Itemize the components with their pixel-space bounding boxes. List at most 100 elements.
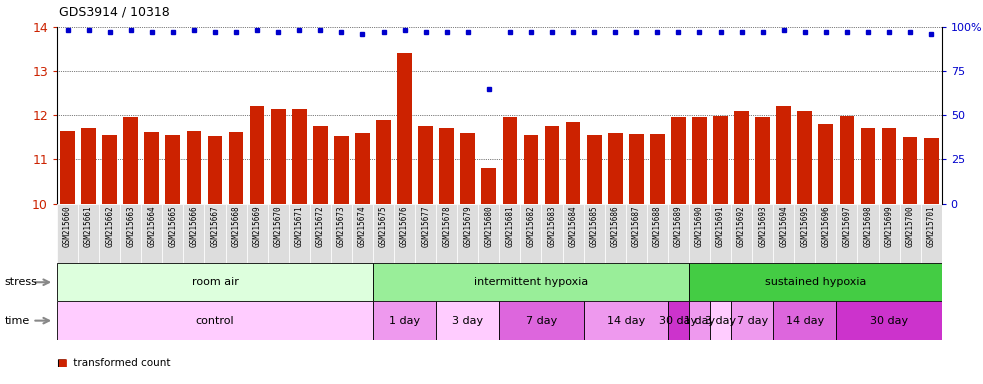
FancyBboxPatch shape	[647, 204, 667, 263]
FancyBboxPatch shape	[626, 204, 647, 263]
Text: GSM215696: GSM215696	[822, 205, 831, 247]
FancyBboxPatch shape	[225, 204, 247, 263]
FancyBboxPatch shape	[520, 204, 542, 263]
Bar	[587, 135, 602, 204]
Bar	[924, 138, 939, 204]
FancyBboxPatch shape	[78, 204, 99, 263]
FancyBboxPatch shape	[373, 301, 436, 340]
FancyBboxPatch shape	[584, 301, 667, 340]
Text: GSM215682: GSM215682	[527, 205, 536, 247]
FancyBboxPatch shape	[162, 204, 184, 263]
Text: GSM215674: GSM215674	[358, 205, 367, 247]
Text: GSM215686: GSM215686	[610, 205, 619, 247]
FancyBboxPatch shape	[352, 204, 373, 263]
Text: GDS3914 / 10318: GDS3914 / 10318	[59, 6, 170, 19]
Text: GSM215700: GSM215700	[905, 205, 914, 247]
Bar	[207, 136, 222, 204]
FancyBboxPatch shape	[99, 204, 120, 263]
FancyBboxPatch shape	[879, 204, 899, 263]
FancyBboxPatch shape	[857, 204, 879, 263]
Text: GSM215667: GSM215667	[210, 205, 219, 247]
FancyBboxPatch shape	[542, 204, 562, 263]
Text: GSM215694: GSM215694	[780, 205, 788, 247]
Text: GSM215668: GSM215668	[232, 205, 241, 247]
Text: GSM215688: GSM215688	[653, 205, 662, 247]
Text: GSM215673: GSM215673	[337, 205, 346, 247]
FancyBboxPatch shape	[774, 301, 837, 340]
FancyBboxPatch shape	[415, 204, 436, 263]
Bar	[629, 134, 644, 204]
FancyBboxPatch shape	[667, 301, 689, 340]
FancyBboxPatch shape	[457, 204, 479, 263]
FancyBboxPatch shape	[837, 204, 857, 263]
Bar	[376, 120, 391, 204]
Bar	[187, 131, 202, 204]
Text: GSM215663: GSM215663	[126, 205, 136, 247]
Bar	[650, 134, 665, 204]
Text: time: time	[5, 316, 30, 326]
FancyBboxPatch shape	[499, 301, 584, 340]
Bar	[839, 116, 854, 204]
Bar	[819, 124, 834, 204]
Bar	[607, 133, 622, 204]
Bar	[82, 128, 96, 204]
FancyBboxPatch shape	[731, 301, 774, 340]
Bar	[545, 126, 559, 204]
Bar	[397, 53, 412, 204]
Text: 30 day: 30 day	[870, 316, 908, 326]
FancyBboxPatch shape	[605, 204, 626, 263]
Text: sustained hypoxia: sustained hypoxia	[765, 277, 866, 287]
FancyBboxPatch shape	[710, 301, 731, 340]
FancyBboxPatch shape	[331, 204, 352, 263]
FancyBboxPatch shape	[204, 204, 225, 263]
FancyBboxPatch shape	[310, 204, 331, 263]
Bar	[797, 111, 812, 204]
Bar	[882, 127, 896, 204]
Bar	[755, 118, 770, 204]
FancyBboxPatch shape	[120, 204, 142, 263]
FancyBboxPatch shape	[373, 204, 394, 263]
FancyBboxPatch shape	[837, 301, 942, 340]
Text: GSM215698: GSM215698	[863, 205, 873, 247]
FancyBboxPatch shape	[436, 301, 499, 340]
Text: GSM215695: GSM215695	[800, 205, 809, 247]
Bar	[313, 126, 327, 204]
Text: GSM215664: GSM215664	[147, 205, 156, 247]
Text: GSM215692: GSM215692	[737, 205, 746, 247]
FancyBboxPatch shape	[689, 204, 710, 263]
Text: ■  transformed count: ■ transformed count	[57, 358, 170, 368]
Bar	[334, 136, 349, 204]
Text: GSM215666: GSM215666	[190, 205, 199, 247]
Text: 3 day: 3 day	[452, 316, 484, 326]
Text: GSM215685: GSM215685	[590, 205, 599, 247]
FancyBboxPatch shape	[394, 204, 415, 263]
FancyBboxPatch shape	[479, 204, 499, 263]
FancyBboxPatch shape	[184, 204, 204, 263]
FancyBboxPatch shape	[57, 263, 373, 301]
FancyBboxPatch shape	[267, 204, 289, 263]
Text: GSM215681: GSM215681	[505, 205, 514, 247]
FancyBboxPatch shape	[815, 204, 837, 263]
Text: 30 day: 30 day	[660, 316, 698, 326]
Bar	[229, 132, 244, 204]
Text: GSM215675: GSM215675	[379, 205, 388, 247]
Text: 7 day: 7 day	[736, 316, 768, 326]
FancyBboxPatch shape	[142, 204, 162, 263]
Text: GSM215677: GSM215677	[421, 205, 431, 247]
Bar	[482, 168, 496, 204]
Bar	[418, 126, 433, 204]
Bar	[355, 133, 370, 204]
Bar	[102, 135, 117, 204]
Text: intermittent hypoxia: intermittent hypoxia	[474, 277, 588, 287]
Text: ■: ■	[57, 358, 67, 368]
Text: GSM215665: GSM215665	[168, 205, 177, 247]
Text: GSM215693: GSM215693	[758, 205, 767, 247]
Text: GSM215662: GSM215662	[105, 205, 114, 247]
Text: 1 day: 1 day	[684, 316, 715, 326]
FancyBboxPatch shape	[562, 204, 584, 263]
Bar	[165, 135, 180, 204]
FancyBboxPatch shape	[57, 301, 373, 340]
Text: GSM215679: GSM215679	[463, 205, 472, 247]
Text: GSM215687: GSM215687	[632, 205, 641, 247]
Text: GSM215670: GSM215670	[273, 205, 283, 247]
